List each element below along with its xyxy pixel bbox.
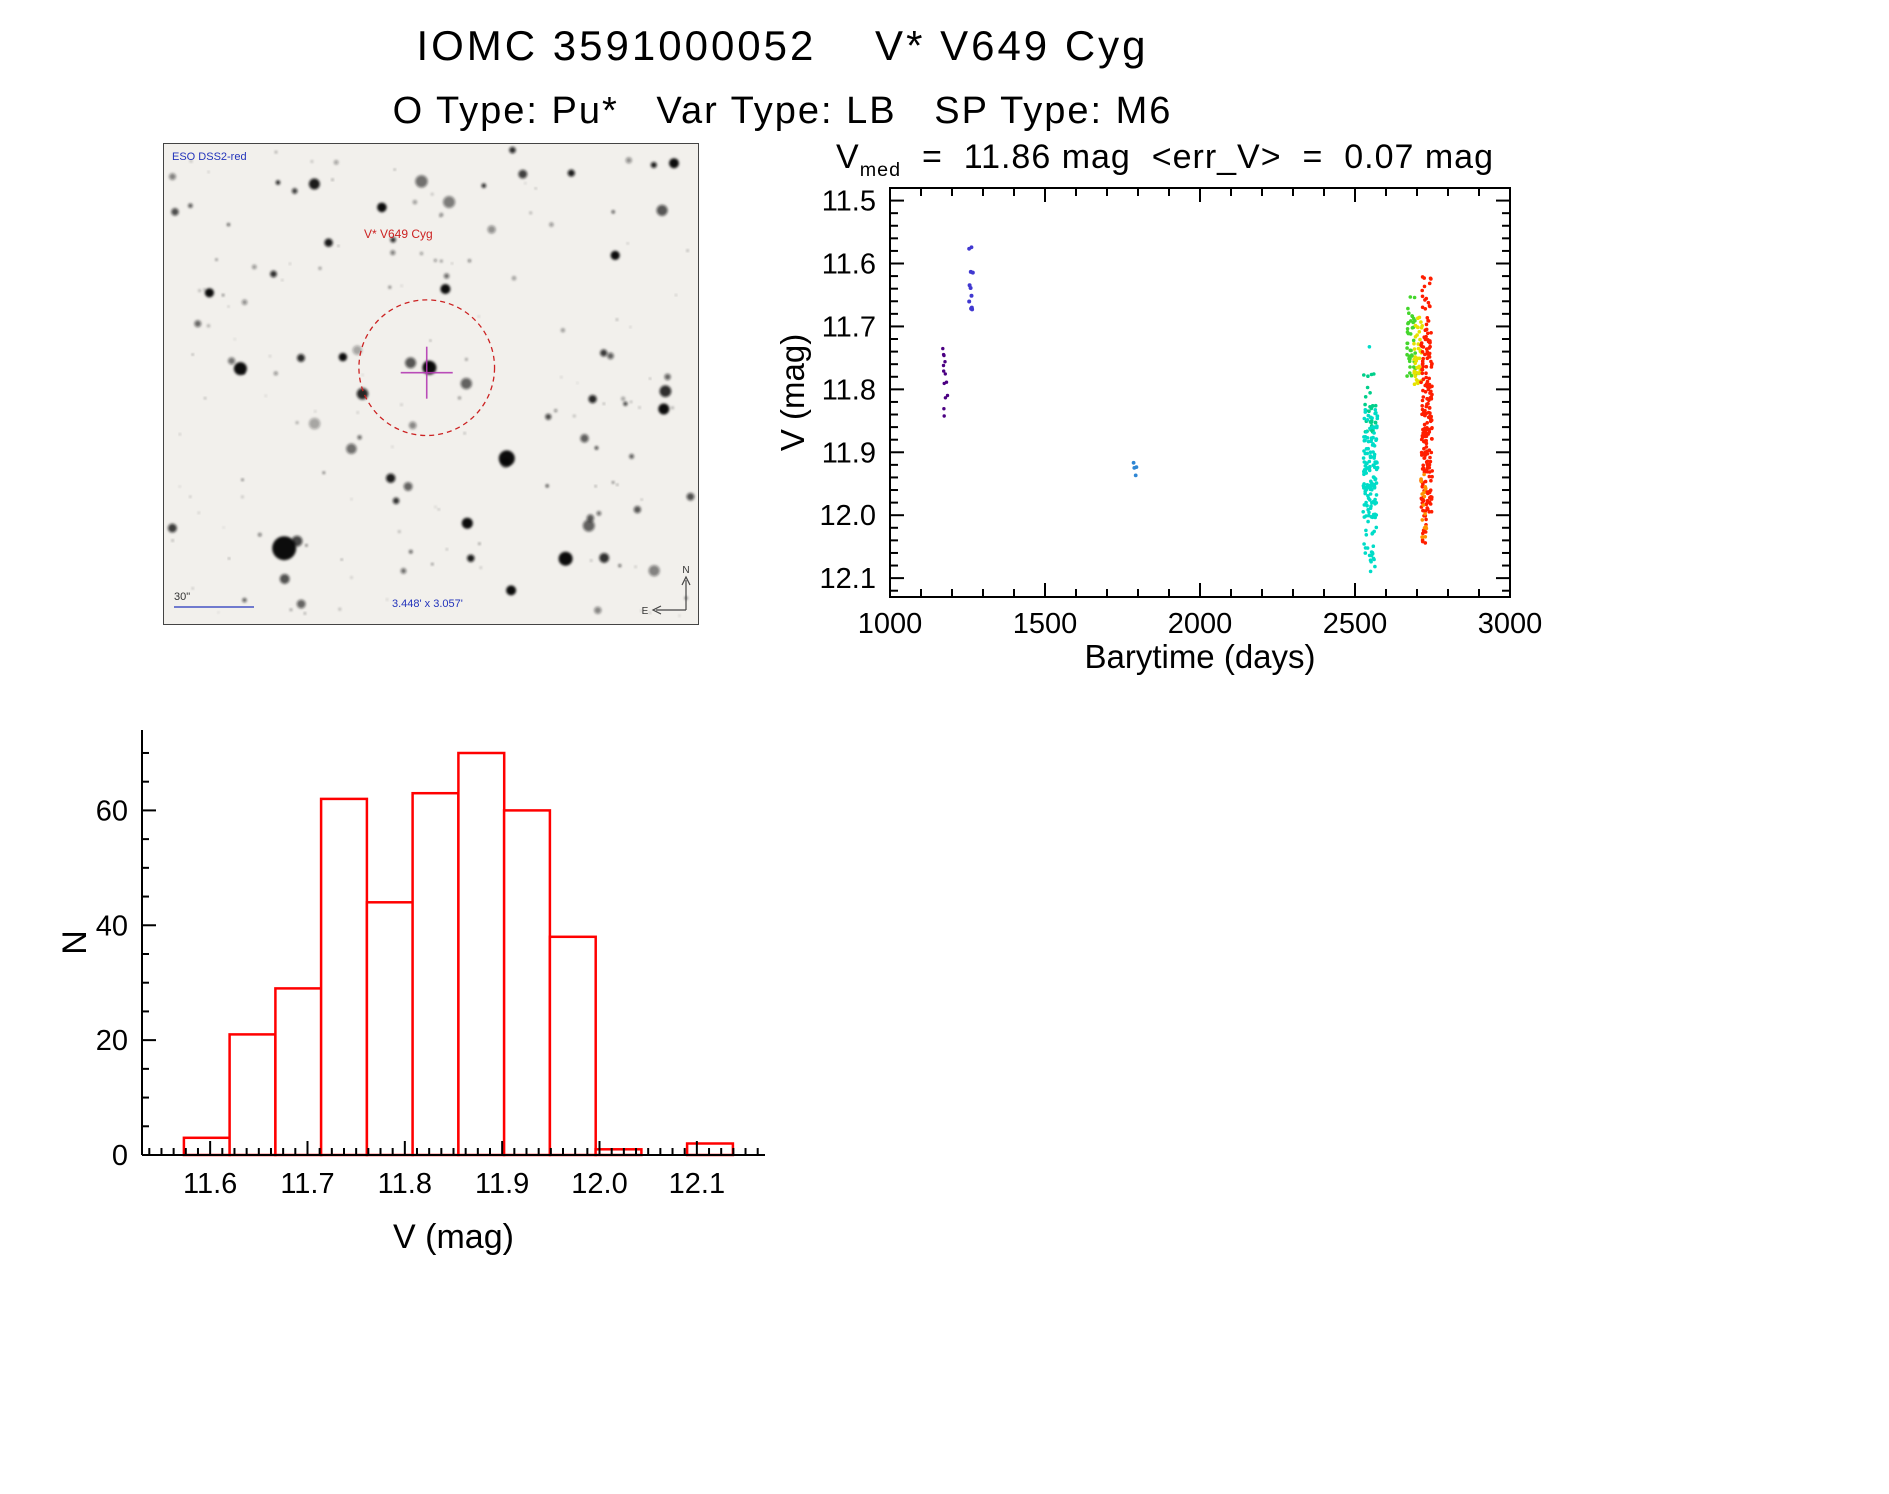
- svg-text:N: N: [682, 565, 689, 576]
- svg-text:11.8: 11.8: [378, 1168, 432, 1200]
- svg-text:3.448' x 3.057': 3.448' x 3.057': [392, 598, 463, 610]
- light-curve-panel: 1000 1500 2000 2500 3000 11.5 11.6 11.7 11.8 11.9…: [770, 180, 1560, 705]
- svg-text:11.6: 11.6: [822, 249, 876, 281]
- svg-text:N: N: [60, 930, 94, 955]
- light-curve-title: Vmed = 11.86 mag <err_V> = 0.07 mag: [770, 138, 1560, 182]
- svg-text:3000: 3000: [1478, 608, 1543, 640]
- histogram-panel: 0 20 40 60 11.6 11.7 11.8 11.9 12.0 12.1 V (mag) N: [56, 700, 820, 1305]
- finding-chart-image: ESO DSS2-red V* V649 Cyg 30" 3.448' x 3.057…: [164, 144, 698, 624]
- svg-text:60: 60: [96, 795, 128, 827]
- svg-text:11.9: 11.9: [475, 1168, 529, 1200]
- vmed-symbol: V: [836, 138, 860, 176]
- svg-text:11.8: 11.8: [822, 374, 876, 406]
- svg-text:11.7: 11.7: [280, 1168, 334, 1200]
- svg-text:1500: 1500: [1013, 608, 1078, 640]
- svg-text:11.7: 11.7: [822, 311, 876, 343]
- svg-text:1000: 1000: [858, 608, 923, 640]
- svg-text:11.6: 11.6: [183, 1168, 237, 1200]
- svg-text:ESO DSS2-red: ESO DSS2-red: [172, 151, 247, 163]
- svg-text:11.5: 11.5: [822, 186, 876, 218]
- svg-text:E: E: [642, 606, 649, 617]
- svg-text:30": 30": [174, 591, 190, 603]
- svg-text:0: 0: [112, 1140, 128, 1172]
- svg-text:12.1: 12.1: [820, 563, 876, 595]
- finding-chart: ESO DSS2-red V* V649 Cyg 30" 3.448' x 3.057…: [163, 143, 699, 625]
- svg-text:12.0: 12.0: [820, 500, 876, 532]
- page-subtitle: O Type: Pu* Var Type: LB SP Type: M6: [392, 90, 1173, 132]
- vmed-values: = 11.86 mag <err_V> = 0.07 mag: [901, 138, 1494, 176]
- light-curve-plot: 1000 1500 2000 2500 3000 11.5 11.6 11.7 11.8 11.9…: [774, 186, 1543, 675]
- page-title: IOMC 3591000052 V* V649 Cyg: [416, 22, 1149, 69]
- svg-text:Barytime (days): Barytime (days): [1084, 638, 1315, 675]
- svg-text:11.9: 11.9: [822, 437, 876, 469]
- vmed-subscript: med: [859, 158, 902, 181]
- svg-text:20: 20: [96, 1025, 128, 1057]
- svg-text:12.0: 12.0: [571, 1168, 627, 1200]
- svg-text:V* V649 Cyg: V* V649 Cyg: [364, 227, 433, 241]
- histogram-plot: 0 20 40 60 11.6 11.7 11.8 11.9 12.0 12.1 V (mag) N: [56, 730, 765, 1256]
- svg-text:40: 40: [96, 910, 128, 942]
- svg-text:2000: 2000: [1168, 608, 1233, 640]
- svg-text:V (mag): V (mag): [774, 334, 811, 451]
- svg-text:12.1: 12.1: [669, 1168, 725, 1200]
- svg-text:2500: 2500: [1323, 608, 1388, 640]
- svg-text:V (mag): V (mag): [393, 1218, 514, 1256]
